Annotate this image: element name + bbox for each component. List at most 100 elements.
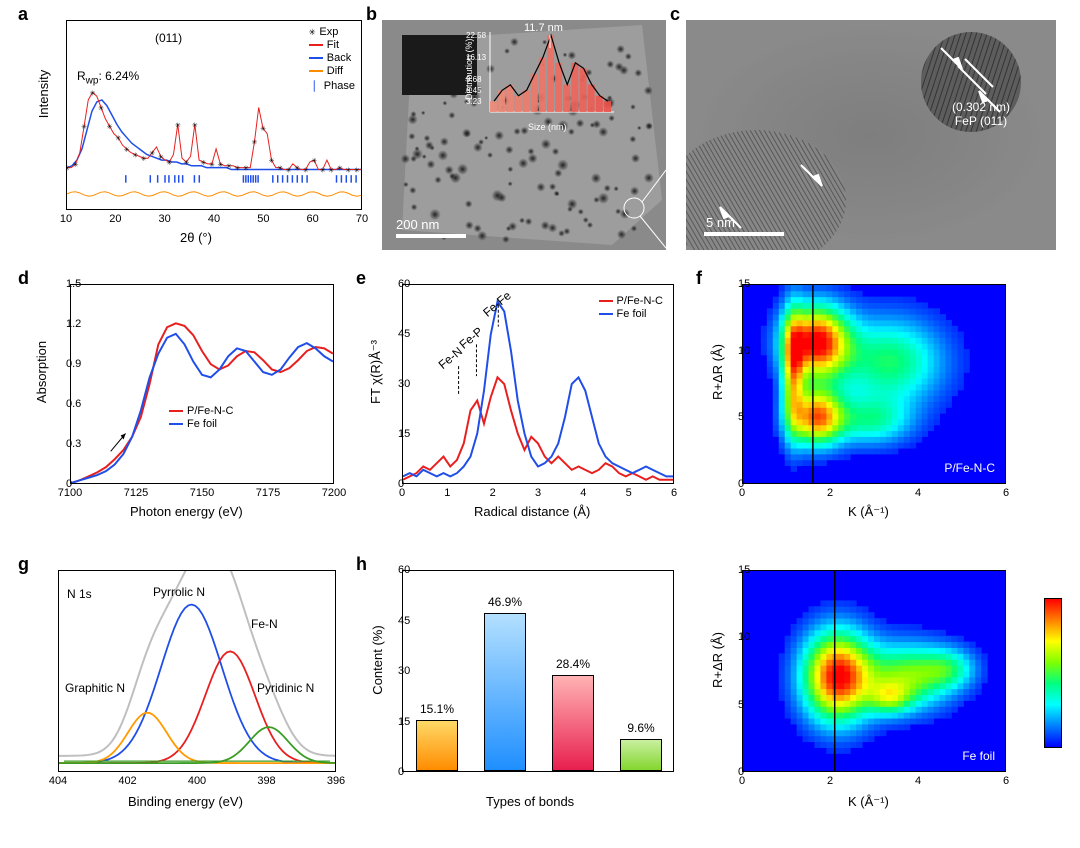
- svg-text:✳: ✳: [328, 166, 334, 174]
- wt-bot-text: Fe foil: [962, 749, 995, 763]
- svg-text:✳: ✳: [90, 89, 96, 97]
- panel-g-label: g: [18, 554, 29, 575]
- barchart: 15.1%Graphitic46.9%Pyrrolic28.4%Fe-N9.6%…: [402, 570, 674, 772]
- panel-b: b 200 nm 11.7 nm Size (nm) Dis: [368, 8, 666, 252]
- pyrrolic-label: Pyrrolic N: [153, 585, 205, 599]
- scale-text-c: 5 nm: [706, 215, 735, 230]
- fb-xlabel: K (Å⁻¹): [848, 794, 889, 810]
- bar-pyrrolic: [484, 613, 526, 771]
- graphitic-label: Graphitic N: [65, 681, 125, 695]
- svg-text:✳: ✳: [320, 166, 326, 174]
- pyridinic-label: Pyridinic N: [257, 681, 314, 695]
- svg-text:✳: ✳: [354, 166, 360, 174]
- scale-text-b: 200 nm: [396, 217, 439, 232]
- tem-image: 200 nm 11.7 nm Size (nm) Distribution (%…: [382, 20, 666, 250]
- wavelet-pfenc: P/Fe-N-C: [742, 284, 1006, 484]
- bar-value-label: 15.1%: [420, 702, 454, 716]
- fa-ylabel: R+ΔR (Å): [710, 322, 725, 422]
- panel-f-label: f: [696, 268, 702, 289]
- panel-a: a ✳✳✳✳✳✳✳✳✳✳✳✳✳✳✳✳✳✳✳✳✳✳✳✳✳✳✳✳✳✳✳✳✳✳✳ (0…: [20, 8, 362, 252]
- colorbar: [1044, 598, 1062, 748]
- svg-text:✳: ✳: [67, 165, 70, 173]
- svg-text:✳: ✳: [294, 165, 300, 173]
- h-xlabel: Types of bonds: [486, 794, 574, 809]
- fb-ylabel: R+ΔR (Å): [710, 610, 725, 710]
- bar-pyridinic: [620, 739, 662, 771]
- e-legend: P/Fe-N-C Fe foil: [599, 295, 663, 321]
- panel-e-label: e: [356, 268, 366, 289]
- size-histogram: 11.7 nm Size (nm) Distribution (%) 3.236…: [468, 26, 618, 122]
- d-legend: P/Fe-N-C Fe foil: [169, 405, 233, 431]
- svg-text:✳: ✳: [192, 121, 198, 129]
- hrtem-image: 5 nm (0.302 nm) FeP (011): [686, 20, 1056, 250]
- panel-d: d P/Fe-N-C Fe foil 710071257150717572000…: [20, 272, 340, 530]
- hist-xlabel: Size (nm): [528, 122, 567, 132]
- panel-h-label: h: [356, 554, 367, 575]
- n1s-label: N 1s: [67, 587, 92, 601]
- panel-a-label: a: [18, 4, 28, 25]
- panel-b-label: b: [366, 4, 377, 25]
- bar-graphitic: [416, 720, 458, 771]
- fen-xps-label: Fe-N: [251, 617, 278, 631]
- svg-text:✳: ✳: [277, 165, 283, 173]
- h-ylabel: Content (%): [370, 610, 385, 710]
- svg-text:✳: ✳: [158, 153, 164, 161]
- svg-text:✳: ✳: [226, 163, 232, 171]
- svg-text:✳: ✳: [252, 138, 258, 146]
- svg-text:✳: ✳: [235, 165, 241, 173]
- svg-text:✳: ✳: [183, 159, 189, 167]
- svg-text:✳: ✳: [124, 146, 130, 154]
- svg-text:✳: ✳: [337, 165, 343, 173]
- panel-f-bottom: Fe foil 0246051015 K (Å⁻¹) R+ΔR (Å): [698, 558, 1018, 820]
- fa-xlabel: K (Å⁻¹): [848, 504, 889, 520]
- svg-text:✳: ✳: [132, 151, 138, 159]
- svg-text:✳: ✳: [200, 159, 206, 167]
- e-xlabel: Radical distance (Å): [474, 504, 590, 519]
- g-xlabel: Binding energy (eV): [128, 794, 243, 809]
- svg-text:✳: ✳: [73, 161, 79, 169]
- svg-text:✳: ✳: [286, 166, 292, 174]
- wt-top-text: P/Fe-N-C: [944, 461, 995, 475]
- svg-text:✳: ✳: [303, 166, 309, 174]
- xanes-plot: P/Fe-N-C Fe foil: [70, 284, 334, 484]
- d-ylabel: Absorption: [34, 322, 49, 422]
- rwp-label: Rwp: 6.24%: [77, 69, 139, 86]
- svg-text:✳: ✳: [149, 150, 155, 158]
- exafs-plot: Fe-N Fe-P Fe-Fe P/Fe-N-C Fe foil: [402, 284, 674, 484]
- xrd-plot: ✳✳✳✳✳✳✳✳✳✳✳✳✳✳✳✳✳✳✳✳✳✳✳✳✳✳✳✳✳✳✳✳✳✳✳ (011…: [66, 20, 362, 210]
- bar-value-label: 9.6%: [627, 721, 654, 735]
- svg-text:✳: ✳: [107, 123, 113, 131]
- svg-text:✳: ✳: [141, 155, 147, 163]
- panel-f-top: f P/Fe-N-C 0246051015 K (Å⁻¹) R+ΔR (Å): [698, 272, 1018, 530]
- scale-bar-b: [396, 234, 466, 238]
- svg-text:✳: ✳: [260, 125, 266, 133]
- scale-bar-c: [704, 232, 784, 236]
- panel-c-label: c: [670, 4, 680, 25]
- svg-text:✳: ✳: [209, 161, 215, 169]
- hrtem-lattice: [686, 20, 1056, 250]
- svg-text:✳: ✳: [345, 166, 351, 174]
- svg-text:✳: ✳: [175, 121, 181, 129]
- panel-e: e Fe-N Fe-P Fe-Fe P/Fe-N-C Fe foil 01234…: [358, 272, 678, 530]
- panel-c: c 5 nm (0.302 nm): [672, 8, 1060, 252]
- panel-h: h 15.1%Graphitic46.9%Pyrrolic28.4%Fe-N9.…: [358, 558, 678, 820]
- svg-text:✳: ✳: [98, 104, 104, 112]
- bar-fe-n: [552, 675, 594, 771]
- svg-text:✳: ✳: [311, 157, 317, 165]
- a-ylabel: Intensity: [36, 34, 51, 154]
- d-xlabel: Photon energy (eV): [130, 504, 243, 519]
- e-ylabel: FT χ(R)Å⁻³: [368, 322, 384, 422]
- bar-value-label: 46.9%: [488, 595, 522, 609]
- hist-peak-nm: 11.7 nm: [524, 22, 563, 34]
- svg-text:✳: ✳: [115, 135, 121, 143]
- svg-text:✳: ✳: [166, 159, 172, 167]
- bar-value-label: 28.4%: [556, 657, 590, 671]
- svg-text:✳: ✳: [269, 157, 275, 165]
- a-xlabel: 2θ (°): [180, 230, 212, 245]
- wavelet-fefoil: Fe foil: [742, 570, 1006, 772]
- panel-d-label: d: [18, 268, 29, 289]
- d-spacing-label: (0.302 nm) FeP (011): [952, 100, 1010, 128]
- svg-text:✳: ✳: [243, 165, 249, 173]
- panel-g: g N 1s Pyrrolic N Fe-N Graphitic N Pyrid…: [20, 558, 340, 820]
- xrd-legend: ✳Exp Fit Back Diff ｜Phase: [309, 25, 355, 95]
